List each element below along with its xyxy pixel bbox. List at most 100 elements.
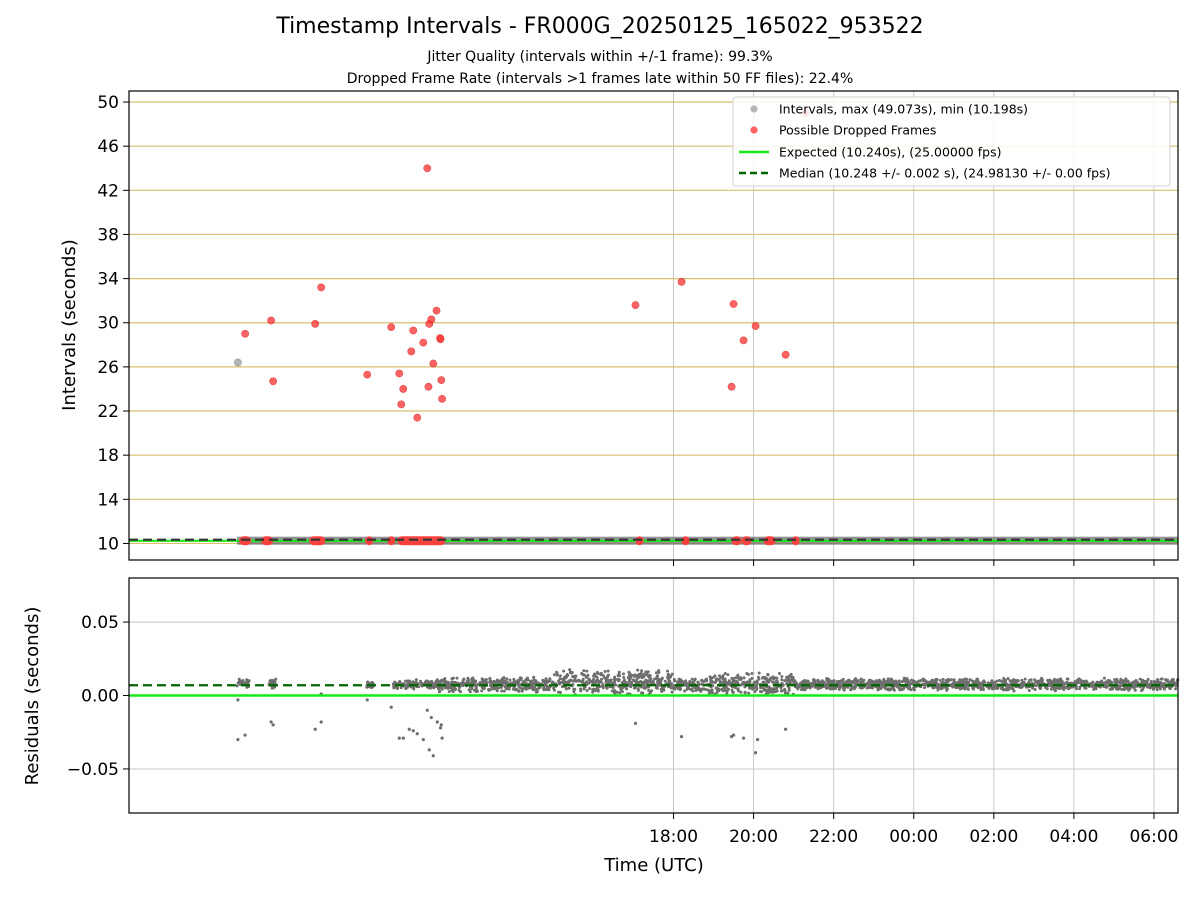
residual-point xyxy=(524,687,528,691)
residual-point xyxy=(980,682,984,686)
residual-point xyxy=(995,679,999,683)
residual-point xyxy=(405,679,409,683)
residual-point xyxy=(1114,687,1118,691)
residual-outlier xyxy=(633,721,638,726)
residual-point xyxy=(779,689,783,693)
residual-point xyxy=(727,679,731,683)
residual-point xyxy=(484,681,488,685)
residual-point xyxy=(968,678,972,682)
residual-point xyxy=(570,671,574,675)
dropped-point xyxy=(429,359,438,368)
residual-point xyxy=(663,679,667,683)
residual-point xyxy=(640,685,644,689)
residual-point xyxy=(517,684,521,688)
residual-point xyxy=(1023,677,1027,681)
bottom-xtick-label: 20:00 xyxy=(729,827,778,847)
residual-point xyxy=(950,678,954,682)
residual-point xyxy=(443,677,447,681)
residual-point xyxy=(777,671,781,675)
residual-point xyxy=(694,687,698,691)
residual-point xyxy=(572,687,576,691)
residual-point xyxy=(765,688,769,692)
residual-point xyxy=(1090,683,1094,687)
residual-point xyxy=(737,689,741,693)
residual-point xyxy=(1132,686,1136,690)
residual-point xyxy=(669,686,673,690)
legend-label: Median (10.248 +/- 0.002 s), (24.98130 +… xyxy=(779,166,1110,181)
residual-point xyxy=(532,678,536,682)
residual-point xyxy=(667,680,671,684)
dropped-point xyxy=(427,315,436,324)
residual-point xyxy=(647,675,651,679)
residual-point xyxy=(1012,689,1016,693)
residual-point xyxy=(710,689,714,693)
residual-point xyxy=(999,686,1003,690)
dropped-point xyxy=(631,301,640,309)
residual-point xyxy=(415,681,419,685)
residual-point xyxy=(618,674,622,678)
bottom-plot-frame xyxy=(128,577,1179,814)
residual-point xyxy=(1149,680,1153,684)
residual-outlier xyxy=(679,735,684,739)
residual-point xyxy=(907,682,911,686)
residual-point xyxy=(773,690,777,694)
residual-point xyxy=(412,687,416,691)
legend-marker-intervals xyxy=(750,105,758,113)
residual-point xyxy=(614,678,618,682)
residual-point xyxy=(753,690,757,694)
residual-point xyxy=(1045,687,1049,691)
residual-point xyxy=(716,688,720,692)
residual-point xyxy=(434,684,438,688)
residual-point xyxy=(906,679,910,683)
legend-label: Intervals, max (49.073s), min (10.198s) xyxy=(779,102,1028,117)
residual-point xyxy=(839,679,843,683)
residual-point xyxy=(810,685,814,689)
residual-point xyxy=(457,688,461,692)
residual-point xyxy=(975,677,979,681)
residual-point xyxy=(571,679,575,683)
residual-point xyxy=(750,672,754,676)
residual-point xyxy=(1006,677,1010,681)
legend-label: Expected (10.240s), (25.00000 fps) xyxy=(779,145,1001,160)
residual-point xyxy=(657,683,661,687)
residual-point xyxy=(426,680,430,684)
residual-point xyxy=(1003,681,1007,685)
residual-point xyxy=(582,687,586,691)
dropped-point xyxy=(729,300,738,308)
residual-point xyxy=(618,685,622,689)
top-plot-frame xyxy=(128,90,1179,561)
residual-point xyxy=(559,680,563,684)
residual-point xyxy=(656,677,660,681)
residual-point xyxy=(851,680,855,684)
residual-point xyxy=(1118,684,1122,688)
residual-point xyxy=(572,690,576,694)
residual-point xyxy=(723,671,727,675)
top-ytick-label: 22 xyxy=(97,402,119,422)
dropped-point xyxy=(363,370,372,379)
residual-point xyxy=(838,684,842,688)
residual-point xyxy=(1174,684,1178,688)
residual-outlier xyxy=(269,720,273,724)
residual-point xyxy=(1133,680,1137,684)
bottom-ytick-label: 0.05 xyxy=(81,613,119,633)
residual-point xyxy=(1164,678,1168,682)
residual-point xyxy=(623,678,627,682)
residual-point xyxy=(958,680,962,684)
residual-point xyxy=(774,686,778,690)
residual-point xyxy=(647,680,651,684)
residual-point xyxy=(473,688,477,692)
residual-point xyxy=(241,678,245,682)
residual-point xyxy=(902,677,906,681)
residual-point xyxy=(1141,686,1145,690)
residual-point xyxy=(742,676,746,680)
residual-outlier xyxy=(421,737,425,742)
residual-point xyxy=(925,681,929,685)
residual-point xyxy=(1173,687,1177,691)
residual-point xyxy=(935,677,939,681)
dropped-point xyxy=(397,400,406,409)
residual-point xyxy=(748,678,752,682)
residual-point xyxy=(675,680,679,684)
interval-point xyxy=(234,358,242,367)
residual-point xyxy=(680,679,684,683)
